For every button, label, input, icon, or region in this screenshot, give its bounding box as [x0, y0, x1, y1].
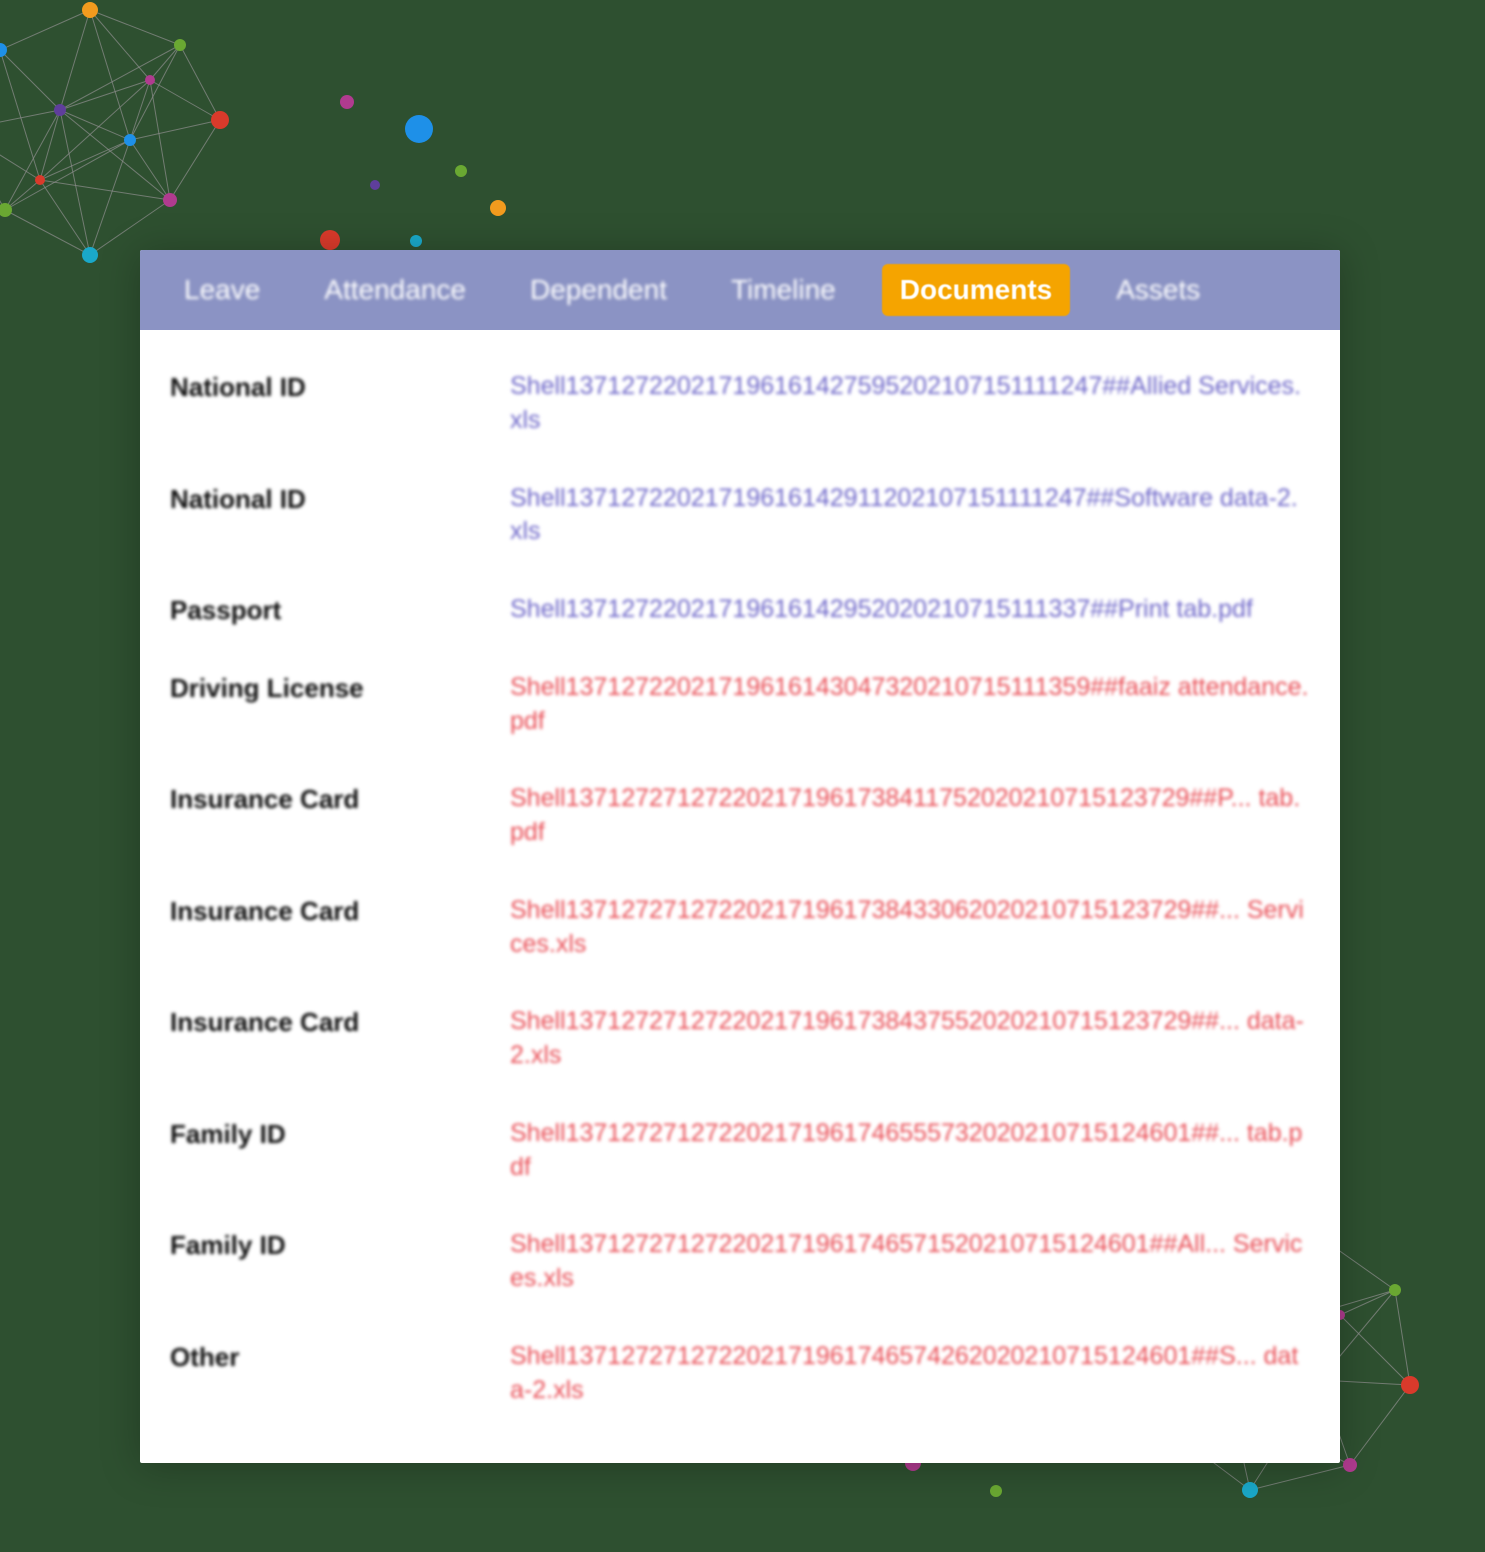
document-row: Insurance CardShell137127271272202171961… [170, 760, 1310, 872]
document-type-label: Insurance Card [170, 1005, 510, 1038]
document-type-label: National ID [170, 482, 510, 515]
document-type-label: Other [170, 1340, 510, 1373]
document-type-label: National ID [170, 370, 510, 403]
documents-list: National IDShell137127220217196161427595… [140, 330, 1340, 1463]
decor-dot [410, 235, 422, 247]
document-row: PassportShell137127220217196161429520202… [170, 571, 1310, 649]
decor-dot [405, 115, 433, 143]
document-filename-link[interactable]: Shell13712727127220217196173843306202021… [510, 894, 1310, 962]
document-filename-link[interactable]: Shell13712727127220217196174657426202021… [510, 1340, 1310, 1408]
document-type-label: Passport [170, 593, 510, 626]
decor-dot [340, 95, 354, 109]
document-row: Family IDShell13712727127220217196174655… [170, 1095, 1310, 1207]
document-row: Insurance CardShell137127271272202171961… [170, 983, 1310, 1095]
document-type-label: Family ID [170, 1228, 510, 1261]
document-filename-link[interactable]: Shell13712727127220217196174657152021071… [510, 1228, 1310, 1296]
document-type-label: Family ID [170, 1117, 510, 1150]
decor-dot [490, 200, 506, 216]
document-filename-link[interactable]: Shell13712722021719616143047320210715111… [510, 671, 1310, 739]
tab-timeline[interactable]: Timeline [713, 264, 854, 316]
document-filename-link[interactable]: Shell13712727127220217196173841175202021… [510, 782, 1310, 850]
document-row: National IDShell137127220217196161429112… [170, 460, 1310, 572]
document-type-label: Insurance Card [170, 782, 510, 815]
tab-assets[interactable]: Assets [1098, 264, 1218, 316]
document-row: Family IDShell13712727127220217196174657… [170, 1206, 1310, 1318]
tab-bar: Leave Attendance Dependent Timeline Document… [140, 250, 1340, 330]
decor-dot [370, 180, 380, 190]
document-type-label: Insurance Card [170, 894, 510, 927]
document-filename-link[interactable]: Shell13712727127220217196174655573202021… [510, 1117, 1310, 1185]
decor-dot [455, 165, 467, 177]
document-filename-link[interactable]: Shell13712722021719616142952020210715111… [510, 593, 1310, 627]
document-row: Driving LicenseShell13712722021719616143… [170, 649, 1310, 761]
tab-leave[interactable]: Leave [166, 264, 278, 316]
tab-dependent[interactable]: Dependent [512, 264, 685, 316]
decor-dot [990, 1485, 1002, 1497]
document-row: Insurance CardShell137127271272202171961… [170, 872, 1310, 984]
tab-documents[interactable]: Documents [882, 264, 1070, 316]
document-type-label: Driving License [170, 671, 510, 704]
documents-card: Leave Attendance Dependent Timeline Document… [140, 250, 1340, 1463]
document-filename-link[interactable]: Shell13712722021719616142911202107151111… [510, 482, 1310, 550]
tab-attendance[interactable]: Attendance [306, 264, 484, 316]
document-row: National IDShell137127220217196161427595… [170, 348, 1310, 460]
document-row: OtherShell137127271272202171961746574262… [170, 1318, 1310, 1430]
document-filename-link[interactable]: Shell13712727127220217196173843755202021… [510, 1005, 1310, 1073]
document-filename-link[interactable]: Shell13712722021719616142759520210715111… [510, 370, 1310, 438]
decor-dot [320, 230, 340, 250]
